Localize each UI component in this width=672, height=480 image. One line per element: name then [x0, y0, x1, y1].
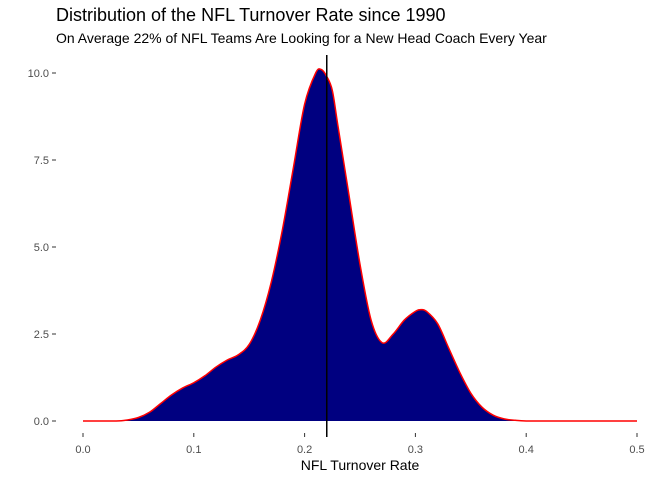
density-line [82, 68, 637, 422]
y-tick-label: 10.0 [28, 68, 49, 80]
series-layer [82, 68, 637, 422]
density-area [83, 68, 637, 422]
x-axis-title: NFL Turnover Rate [301, 457, 420, 473]
x-tick-label: 0.2 [297, 444, 312, 456]
y-tick-label: 5.0 [34, 242, 49, 254]
chart-subtitle: On Average 22% of NFL Teams Are Looking … [56, 30, 547, 46]
y-axis: 0.0 2.5 5.0 7.5 10.0 [28, 68, 56, 428]
y-tick-label: 2.5 [34, 329, 49, 341]
x-tick-label: 0.4 [519, 444, 534, 456]
x-tick-label: 0.5 [629, 444, 644, 456]
x-tick-label: 0.0 [75, 444, 90, 456]
x-tick-label: 0.3 [408, 444, 423, 456]
x-axis: 0.0 0.1 0.2 0.3 0.4 0.5 [75, 433, 645, 456]
chart-title: Distribution of the NFL Turnover Rate si… [56, 5, 446, 25]
y-tick-label: 7.5 [34, 155, 49, 167]
y-tick-label: 0.0 [34, 416, 49, 428]
x-tick-label: 0.1 [186, 444, 201, 456]
